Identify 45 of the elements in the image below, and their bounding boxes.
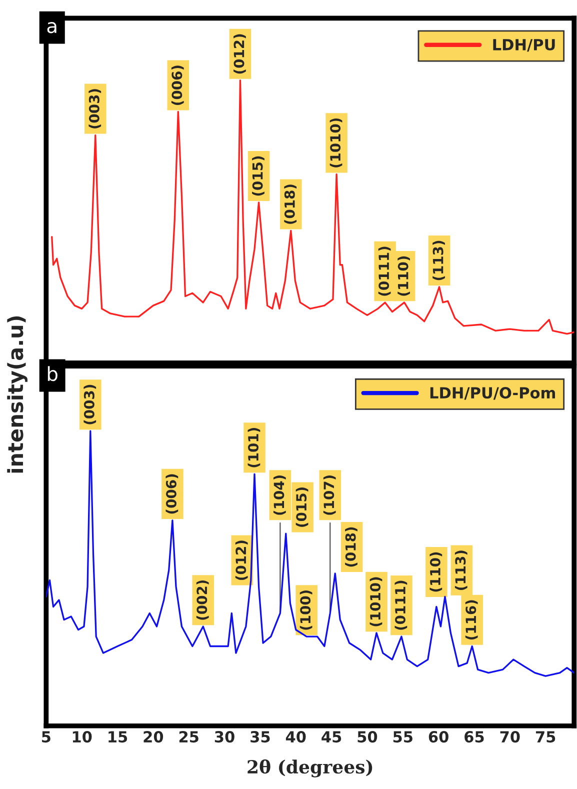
- x-tick-label: 40: [286, 731, 306, 743]
- annotation: (113): [432, 240, 445, 280]
- legend-label: LDH/PU/O-Pom: [430, 387, 555, 400]
- x-tick-label: 20: [144, 731, 164, 743]
- x-tick-label: 25: [179, 731, 198, 743]
- x-tick-label: 50: [358, 731, 378, 743]
- annotation: (012): [235, 540, 248, 580]
- text: b: [48, 366, 58, 382]
- annotation: (1010): [330, 118, 342, 168]
- annotation: (110): [398, 256, 410, 296]
- annotation: (104): [273, 476, 286, 515]
- annotation: (002): [196, 580, 209, 620]
- x-axis-title: 2θ (degrees): [248, 759, 372, 778]
- x-tick-label: 60: [428, 731, 448, 743]
- annotation: (107): [323, 476, 336, 515]
- text: a: [47, 22, 56, 34]
- x-tick-label: 45: [322, 731, 342, 743]
- annotation: (113): [454, 550, 468, 590]
- x-tick-label: 70: [500, 731, 520, 743]
- annotation: (006): [171, 66, 184, 105]
- annotation: (1010): [370, 577, 382, 626]
- annotation: (015): [252, 156, 264, 196]
- x-tick-label: 5: [42, 731, 50, 743]
- y-axis-title: intensity(a.u): [7, 316, 28, 473]
- annotation: (116): [465, 600, 478, 640]
- legend-label: LDH/PU: [493, 39, 555, 52]
- x-tick-label: 35: [250, 731, 270, 743]
- x-tick-label: 10: [72, 731, 92, 743]
- annotation: (101): [248, 428, 260, 468]
- x-tick-label: 30: [214, 731, 234, 743]
- annotation: (018): [345, 527, 358, 567]
- annotation: (003): [84, 384, 96, 424]
- annotation: (015): [296, 488, 308, 527]
- annotation: (110): [430, 552, 442, 592]
- annotation: (003): [88, 89, 102, 128]
- x-tick-label: 55: [393, 731, 412, 743]
- annotation: (006): [166, 474, 178, 514]
- annotation: (0111): [378, 246, 391, 296]
- x-tick-label: 15: [108, 731, 128, 743]
- annotation: (018): [284, 184, 297, 224]
- annotation: (012): [234, 34, 246, 74]
- x-tick-label: 75: [536, 731, 556, 743]
- x-tick-label: 65: [464, 731, 484, 743]
- annotation: (100): [300, 590, 312, 630]
- annotation: (0111): [394, 580, 408, 630]
